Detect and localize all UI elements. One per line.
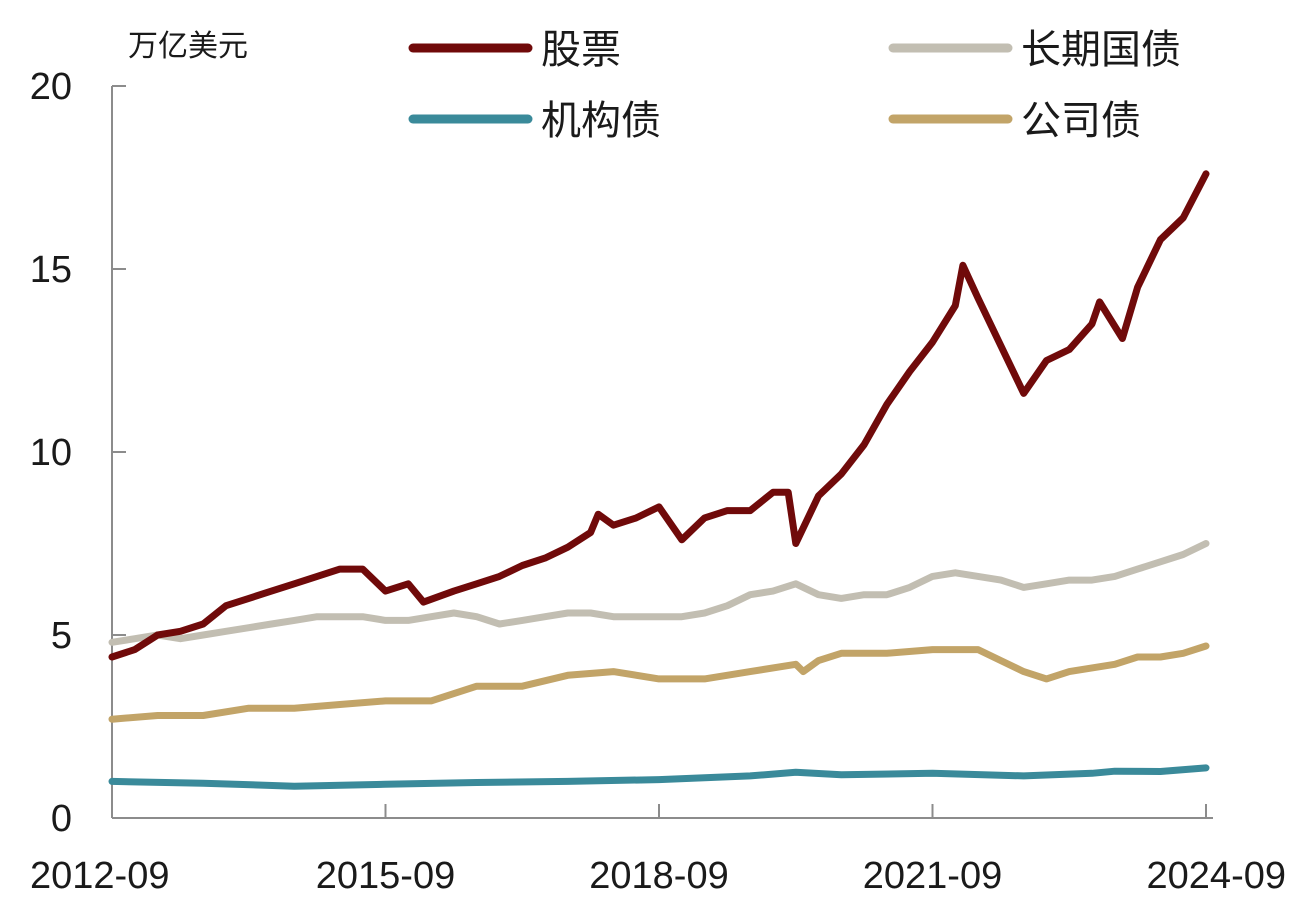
legend-label: 股票 xyxy=(541,27,621,73)
series-line-2 xyxy=(108,764,1210,790)
series-line-3 xyxy=(108,642,1210,723)
y-tick-label: 20 xyxy=(30,66,72,108)
x-tick-label: 2024-09 xyxy=(1147,855,1286,897)
y-tick-label: 5 xyxy=(51,615,72,657)
y-axis-unit-label: 万亿美元 xyxy=(128,29,248,64)
x-tick-label: 2015-09 xyxy=(316,855,455,897)
legend-label: 机构债 xyxy=(541,98,661,144)
legend-label: 长期国债 xyxy=(1021,27,1181,73)
legend-label: 公司债 xyxy=(1021,98,1141,144)
y-tick-label: 10 xyxy=(30,432,72,474)
x-tick-label: 2012-09 xyxy=(30,855,169,897)
series-line-0 xyxy=(108,170,1210,661)
y-axis-ticks: 0 5 10 15 20 xyxy=(30,66,126,840)
series-lines xyxy=(108,170,1210,790)
y-tick-label: 15 xyxy=(30,249,72,291)
x-axis-ticks: 2012-09 2015-09 2018-09 2021-09 2024-09 xyxy=(30,804,1286,897)
y-tick-label: 0 xyxy=(51,798,72,840)
x-tick-label: 2021-09 xyxy=(863,855,1002,897)
x-tick-label: 2018-09 xyxy=(589,855,728,897)
series-line-1 xyxy=(108,540,1210,646)
